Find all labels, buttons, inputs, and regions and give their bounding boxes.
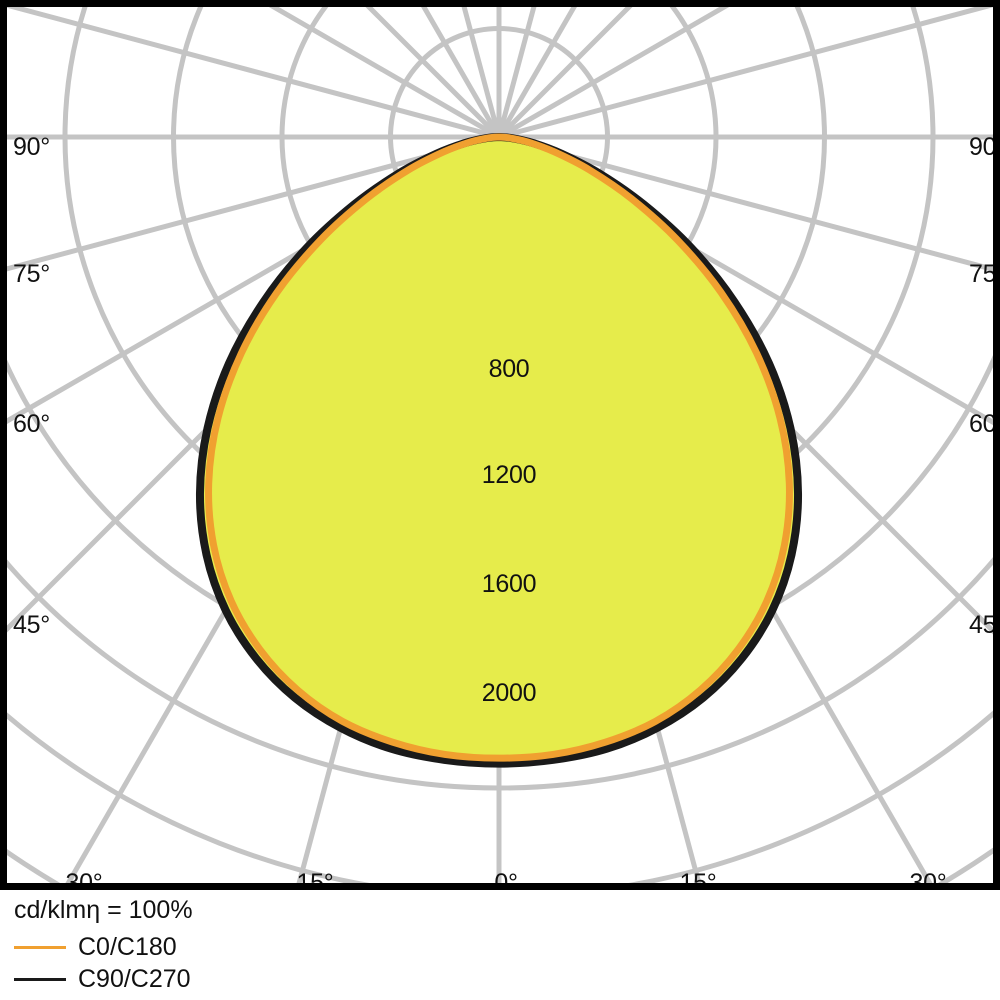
angle-label-left-75: 75°: [13, 260, 50, 288]
legend-row-c0-c180: C0/C180: [14, 934, 177, 960]
angle-label-right-90: 90°: [969, 133, 997, 161]
grid-spoke-upper: [268, 7, 501, 140]
angle-label-bottom-15-right: 15°: [679, 869, 717, 890]
radial-label-1200: 1200: [481, 461, 537, 489]
legend-label-c0-c180: C0/C180: [78, 933, 177, 961]
legend-label-c90-c270: C90/C270: [78, 965, 191, 993]
angle-label-right-60: 60°: [969, 410, 997, 438]
polar-plot-svg: [7, 7, 993, 883]
distribution-fill-area: [199, 137, 799, 764]
curve-c90-c270: [195, 133, 803, 768]
grid-spoke-upper: [498, 7, 993, 140]
angle-label-bottom-15-left: 15°: [296, 869, 334, 890]
angle-label-left-45: 45°: [13, 611, 50, 639]
grid-spoke: [498, 134, 993, 272]
chart-frame: 90° 75° 60° 45° 90° 75° 60° 45° 30° 15° …: [0, 0, 1000, 890]
grid-spoke-upper: [7, 7, 500, 140]
radial-label-800: 800: [488, 355, 530, 383]
grid-spoke-upper: [497, 7, 730, 140]
radial-label-1600: 1600: [481, 570, 537, 598]
grid-spoke-upper: [497, 7, 633, 139]
grid-spoke-upper: [365, 7, 501, 139]
legend-row-c90-c270: C90/C270: [14, 966, 191, 992]
angle-label-bottom-0: 0°: [494, 869, 518, 890]
angle-label-right-75: 75°: [969, 260, 997, 288]
curve-c0-c180: [205, 133, 793, 762]
cd-per-klm-note: cd/klmη = 100%: [14, 896, 193, 924]
legend-line-c0-c180: [14, 945, 66, 949]
radial-label-2000: 2000: [481, 679, 537, 707]
grid-spoke: [7, 134, 500, 272]
angle-label-bottom-30-left: 30°: [65, 869, 103, 890]
legend-area: cd/klmη = 100% C0/C180 C90/C270: [0, 890, 1000, 1000]
angle-label-bottom-30-right: 30°: [909, 869, 947, 890]
legend-line-c90-c270: [14, 977, 66, 981]
angle-label-left-60: 60°: [13, 410, 50, 438]
angle-label-left-90: 90°: [13, 133, 50, 161]
angle-label-right-45: 45°: [969, 611, 997, 639]
